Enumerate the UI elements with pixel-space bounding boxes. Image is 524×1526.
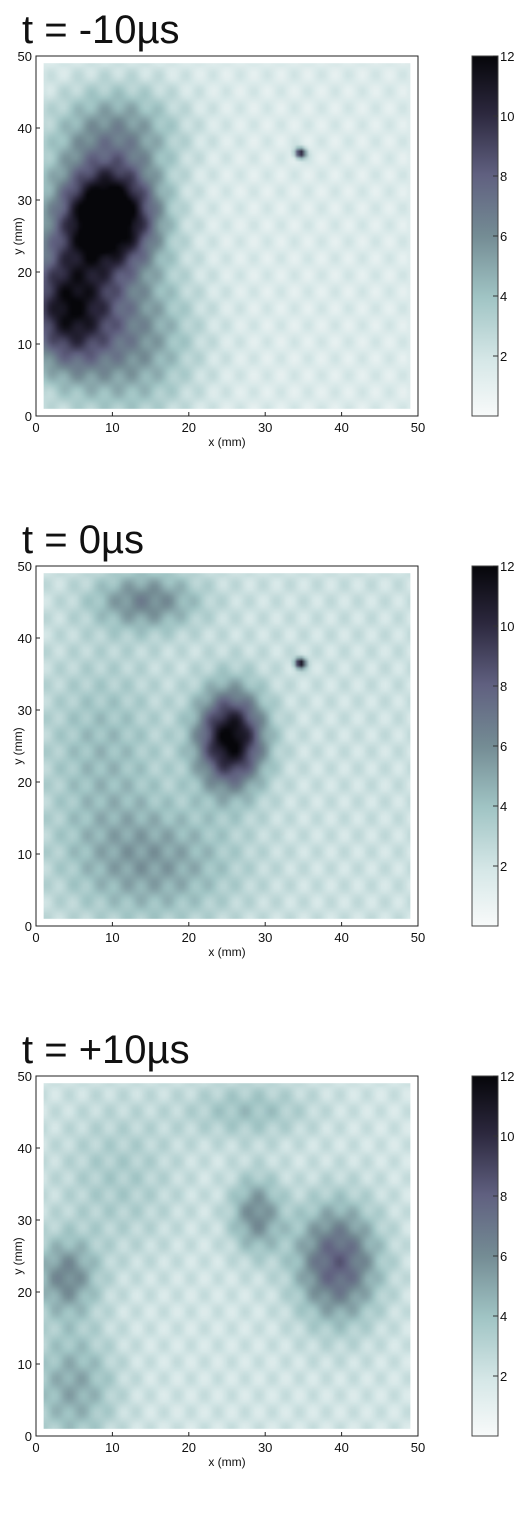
x-tick-label: 20 (182, 930, 196, 945)
y-tick-label: 30 (18, 1213, 32, 1228)
colorbar-tick-label: 6 (500, 229, 507, 244)
x-tick-label: 0 (32, 420, 39, 435)
x-tick-label: 30 (258, 420, 272, 435)
x-tick-label: 20 (182, 1440, 196, 1455)
y-tick-label: 0 (25, 1429, 32, 1444)
heatmap-field (43, 573, 411, 919)
colorbar-tick-label: 4 (500, 289, 507, 304)
y-tick-label: 0 (25, 409, 32, 424)
x-tick-label: 40 (334, 930, 348, 945)
x-axis-label: x (mm) (208, 945, 245, 959)
colorbar-tick-label: 2 (500, 1369, 507, 1384)
y-tick-label: 50 (18, 1069, 32, 1084)
x-tick-label: 40 (334, 420, 348, 435)
x-axis-label: x (mm) (208, 1455, 245, 1469)
plot-frame (35, 1075, 419, 1437)
x-axis-label: x (mm) (208, 435, 245, 449)
y-tick-label: 30 (18, 193, 32, 208)
chart-title: t = +10µs (22, 1028, 190, 1072)
x-tick-label: 40 (334, 1440, 348, 1455)
heatmap-field (43, 63, 411, 409)
heatmap-field (43, 1083, 411, 1429)
y-axis-label: y (mm) (11, 727, 25, 764)
y-tick-label: 0 (25, 919, 32, 934)
heatmap-chart: 0 10 20 30 40 50 0 10 20 30 40 50 x (mm) y (mm) 2 4 6 8 10… (11, 1069, 514, 1469)
y-tick-label: 50 (18, 559, 32, 574)
colorbar-tick-label: 12 (500, 559, 514, 574)
chart-title: t = 0µs (22, 518, 144, 562)
plot-frame (35, 55, 419, 417)
y-tick-label: 40 (18, 121, 32, 136)
x-tick-label: 10 (105, 930, 119, 945)
colorbar-tick-label: 8 (500, 169, 507, 184)
y-tick-label: 10 (18, 1357, 32, 1372)
colorbar-tick-label: 8 (500, 1189, 507, 1204)
x-tick-label: 0 (32, 1440, 39, 1455)
colorbar-tick-label: 6 (500, 739, 507, 754)
colorbar-tick-label: 10 (500, 1129, 514, 1144)
colorbar-tick-label: 10 (500, 619, 514, 634)
x-tick-label: 10 (105, 420, 119, 435)
colorbar-tick-label: 10 (500, 109, 514, 124)
y-tick-label: 50 (18, 49, 32, 64)
colorbar-tick-label: 4 (500, 799, 507, 814)
y-tick-label: 10 (18, 847, 32, 862)
colorbar-tick-label: 8 (500, 679, 507, 694)
x-tick-label: 20 (182, 420, 196, 435)
colorbar-tick-label: 2 (500, 859, 507, 874)
y-tick-label: 20 (18, 775, 32, 790)
heatmap-panel: t = -10µs 0 10 20 30 40 50 0 10 20 30 40 50 x (mm) y … (0, 6, 524, 506)
chart-title: t = -10µs (22, 8, 180, 52)
y-tick-label: 40 (18, 631, 32, 646)
colorbar-tick-label: 12 (500, 49, 514, 64)
y-tick-label: 20 (18, 265, 32, 280)
heatmap-chart: 0 10 20 30 40 50 0 10 20 30 40 50 x (mm) y (mm) 2 4 6 8 10… (11, 559, 514, 959)
y-axis-label: y (mm) (11, 217, 25, 254)
colorbar-tick-label: 4 (500, 1309, 507, 1324)
x-tick-label: 0 (32, 930, 39, 945)
heatmap-panel: t = +10µs 0 10 20 30 40 50 0 10 20 30 40 50 x (mm) y … (0, 1026, 524, 1526)
heatmap-panel: t = 0µs 0 10 20 30 40 50 0 10 20 30 40 50 x (mm) y (m… (0, 516, 524, 1016)
x-tick-label: 50 (411, 420, 425, 435)
x-tick-label: 50 (411, 1440, 425, 1455)
x-tick-label: 30 (258, 930, 272, 945)
y-tick-label: 40 (18, 1141, 32, 1156)
y-axis-label: y (mm) (11, 1237, 25, 1274)
y-tick-label: 20 (18, 1285, 32, 1300)
x-tick-label: 10 (105, 1440, 119, 1455)
x-tick-label: 50 (411, 930, 425, 945)
colorbar-tick-label: 12 (500, 1069, 514, 1084)
heatmap-chart: 0 10 20 30 40 50 0 10 20 30 40 50 x (mm) y (mm) 2 4 6 8 10… (11, 49, 514, 449)
y-tick-label: 10 (18, 337, 32, 352)
colorbar-tick-label: 6 (500, 1249, 507, 1264)
y-tick-label: 30 (18, 703, 32, 718)
x-tick-label: 30 (258, 1440, 272, 1455)
plot-frame (35, 565, 419, 927)
colorbar-tick-label: 2 (500, 349, 507, 364)
